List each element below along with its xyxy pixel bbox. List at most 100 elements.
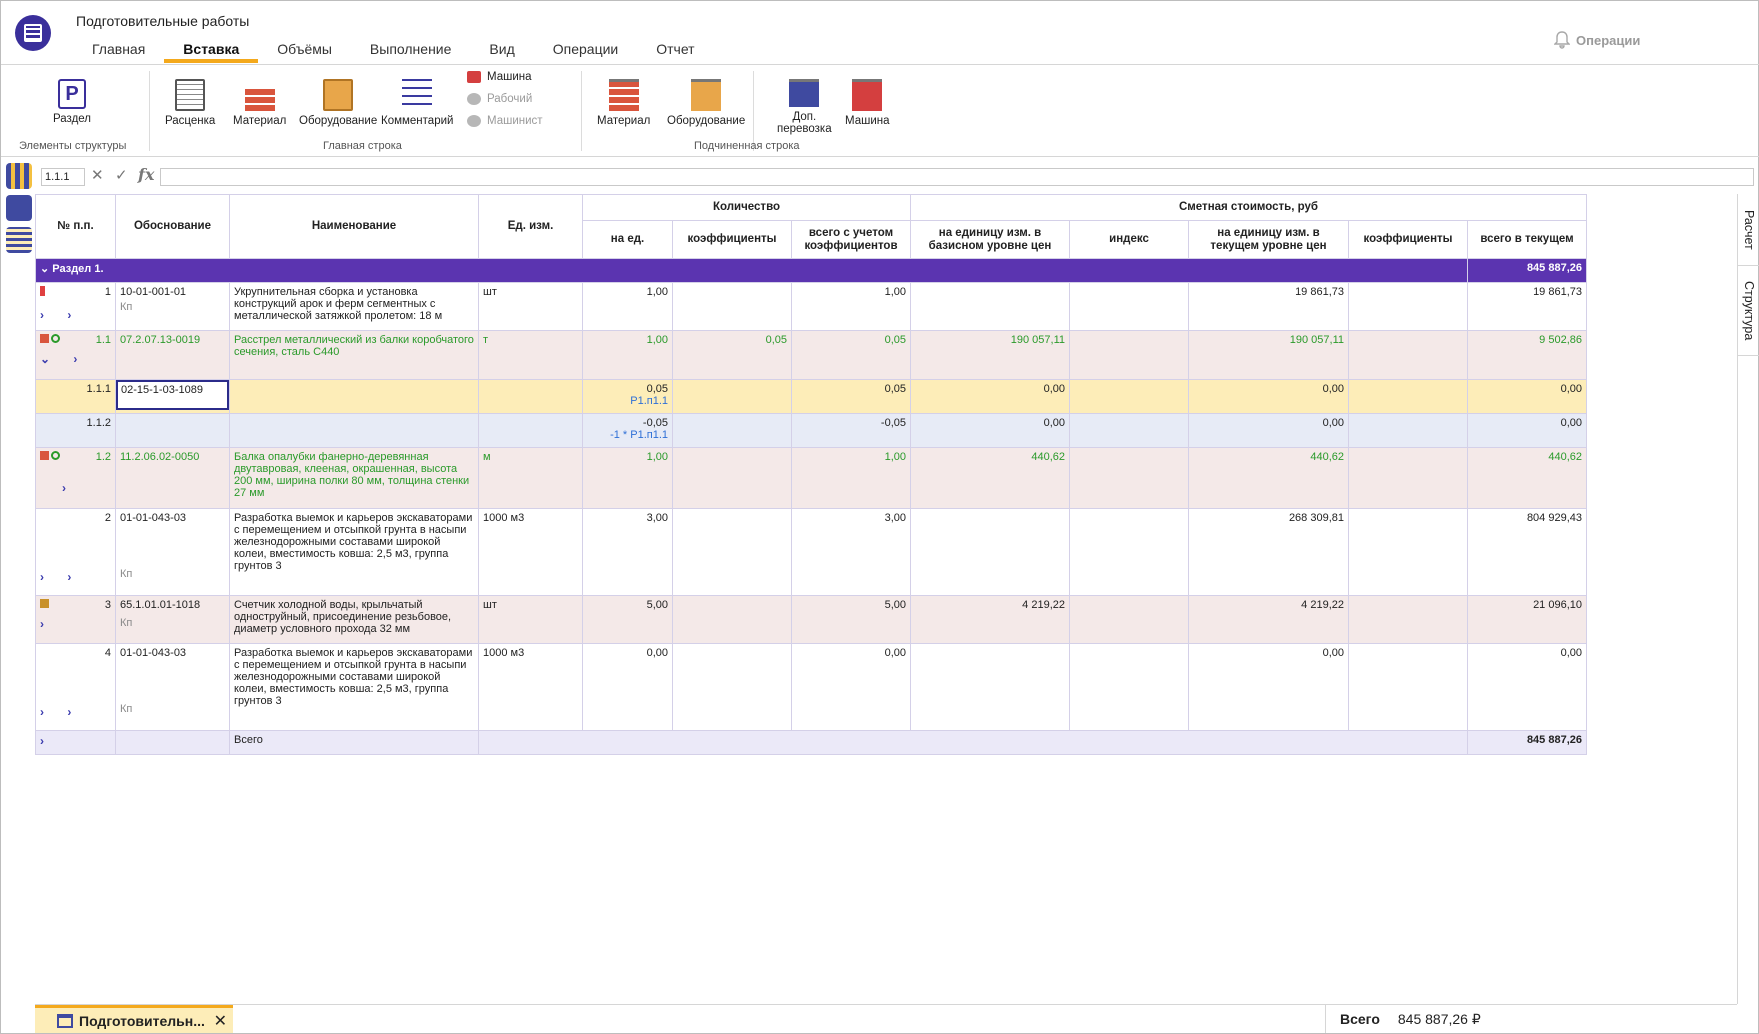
sub-mashina-button[interactable]: Машина — [845, 79, 890, 127]
tab-vstavka[interactable]: Вставка — [164, 39, 259, 63]
collapse-chevron-icon[interactable]: ⌄ — [40, 263, 50, 275]
kp-label: Кп — [120, 617, 133, 629]
col-header-current[interactable]: на единицу изм. в текущем уровне цен — [1188, 220, 1349, 259]
insert-mashinist-button[interactable]: Машинист — [467, 115, 543, 127]
formula-input[interactable] — [160, 168, 1754, 186]
expand-chevron-icon[interactable]: › — [62, 481, 76, 495]
cell-reference-input[interactable]: 1.1.1 — [41, 168, 85, 186]
tab-operacii[interactable]: Операции — [552, 41, 619, 57]
expand-chevron-icon[interactable]: › › — [40, 570, 82, 584]
row-current: 0,00 — [1188, 413, 1349, 448]
col-header-index[interactable]: индекс — [1069, 220, 1189, 259]
row-total: 21 096,10 — [1467, 595, 1587, 644]
tab-otchet[interactable]: Отчет — [656, 41, 695, 57]
row-base: 0,00 — [910, 379, 1070, 414]
row-qty-formula[interactable]: Р1.п1.1 — [630, 395, 668, 407]
app-logo[interactable] — [15, 15, 51, 51]
col-header-qty-koef[interactable]: коэффициенты — [672, 220, 792, 259]
estimate-table: № п.п. Обоснование Наименование Ед. изм.… — [35, 194, 1587, 755]
document-tab[interactable]: Подготовительн... ✕ — [35, 1005, 233, 1033]
side-tab-struktura[interactable]: Структура — [1738, 266, 1759, 356]
table-row[interactable]: 3 › 65.1.01.01-1018 Кп Счетчик холодной во… — [35, 595, 1587, 644]
table-row[interactable]: 1 › › 10-01-001-01 Кп Укрупнительная сборк… — [35, 282, 1587, 331]
insert-material-button[interactable]: Материал — [233, 79, 286, 127]
tab-obyomy[interactable]: Объёмы — [277, 41, 332, 57]
expand-chevron-icon[interactable]: › › — [40, 705, 82, 719]
truck-plus-icon — [852, 79, 883, 111]
row-obosn: 65.1.01.01-1018 — [120, 599, 201, 611]
cancel-edit-icon[interactable]: ✕ — [91, 167, 104, 184]
row-total: 440,62 — [1467, 447, 1587, 509]
section-label: Раздел 1. — [52, 263, 104, 275]
col-header-unit[interactable]: Ед. изм. — [478, 194, 583, 259]
group-label-sub: Подчиненная строка — [694, 140, 800, 152]
row-unit — [478, 379, 583, 414]
col-header-base[interactable]: на единицу изм. в базисном уровне цен — [910, 220, 1070, 259]
table-row[interactable]: 1.2 › 11.2.06.02-0050 Балка опалубки фане… — [35, 447, 1587, 509]
side-tab-raschet[interactable]: Расчет — [1738, 194, 1759, 266]
sub-material-button[interactable]: Материал — [597, 79, 650, 127]
row-cost-koef — [1348, 379, 1468, 414]
tab-vid[interactable]: Вид — [489, 41, 515, 57]
row-obosn: 07.2.07.13-0019 — [115, 330, 230, 380]
col-header-num[interactable]: № п.п. — [35, 194, 116, 259]
insert-razdel-button[interactable]: Р Раздел — [53, 79, 91, 125]
row-num: 4 — [104, 647, 111, 659]
table-view-icon[interactable] — [6, 227, 32, 253]
box-plus-icon — [691, 79, 722, 111]
section-row[interactable]: ⌄ Раздел 1. 845 887,26 — [35, 258, 1587, 283]
link-icon — [51, 451, 60, 460]
row-name: Балка опалубки фанерно-деревянная двутав… — [229, 447, 479, 509]
row-qty-total: 0,05 — [791, 330, 911, 380]
expand-chevron-icon[interactable]: › — [40, 734, 54, 748]
operations-button[interactable]: Операции — [1554, 31, 1640, 49]
row-index — [1069, 447, 1189, 509]
insert-rabochiy-button[interactable]: Рабочий — [467, 93, 532, 105]
row-qty-koef — [672, 595, 792, 644]
confirm-edit-icon[interactable]: ✓ — [115, 167, 128, 184]
row-qty: 5,00 — [582, 595, 673, 644]
obosn-edit-input[interactable]: 02-15-1-03-1089 — [116, 380, 229, 410]
col-header-qty-total[interactable]: всего с учетом коэффициентов — [791, 220, 911, 259]
insert-rascenka-button[interactable]: Расценка — [165, 79, 215, 127]
table-row[interactable]: 2 › › 01-01-043-03 Кп Разработка выемок и … — [35, 508, 1587, 596]
col-header-cost-koef[interactable]: коэффициенты — [1348, 220, 1468, 259]
sub-oborudovanie-button[interactable]: Оборудование — [667, 79, 745, 127]
function-icon[interactable]: fx — [138, 165, 155, 184]
row-name — [229, 413, 479, 448]
comment-label: Комментарий — [381, 115, 454, 127]
insert-mashina-small-button[interactable]: Машина — [467, 71, 532, 83]
footer-divider — [35, 1004, 1737, 1005]
tab-vypolnenie[interactable]: Выполнение — [369, 41, 452, 57]
expand-chevron-icon[interactable]: ⌄ › — [40, 352, 88, 366]
expand-chevron-icon[interactable]: › — [40, 617, 54, 631]
insert-oborudovanie-button[interactable]: Оборудование — [299, 79, 377, 127]
tab-glavnaya[interactable]: Главная — [92, 41, 146, 57]
warning-icon — [40, 451, 49, 460]
col-header-total-current[interactable]: всего в текущем — [1467, 220, 1587, 259]
sub-dop-perevozka-button[interactable]: Доп. перевозка — [777, 79, 832, 135]
worker-icon — [467, 93, 481, 105]
table-row[interactable]: 4 › › 01-01-043-03 Кп Разработка выемок и … — [35, 643, 1587, 731]
briefcase-icon[interactable] — [6, 195, 32, 221]
row-name: Разработка выемок и карьеров экскаватора… — [229, 643, 479, 731]
total-row[interactable]: › Всего 845 887,26 — [35, 730, 1587, 755]
row-qty-formula[interactable]: -1 * Р1.п1.1 — [610, 429, 668, 441]
expand-chevron-icon[interactable]: › › — [40, 308, 82, 322]
col-header-obosn[interactable]: Обоснование — [115, 194, 230, 259]
mashinist-label: Машинист — [487, 115, 543, 127]
col-header-name[interactable]: Наименование — [229, 194, 479, 259]
row-current: 4 219,22 — [1188, 595, 1349, 644]
row-current: 0,00 — [1188, 643, 1349, 731]
row-unit: шт — [478, 282, 583, 331]
row-qty-koef — [672, 447, 792, 509]
sub-oborud-label: Оборудование — [667, 115, 746, 127]
row-unit: 1000 м3 — [478, 643, 583, 731]
close-icon[interactable]: ✕ — [213, 1012, 227, 1030]
table-row[interactable]: 1.1 ⌄ › 07.2.07.13-0019 Расстрел металлич… — [35, 330, 1587, 380]
table-row[interactable]: 1.1.2 -0,05 -1 * Р1.п1.1 -0,05 0,00 0,00 … — [35, 413, 1587, 448]
columns-icon[interactable] — [6, 163, 32, 189]
table-row[interactable]: 1.1.1 02-15-1-03-1089 0,05 Р1.п1.1 0,05 0… — [35, 379, 1587, 414]
col-header-qty-per[interactable]: на ед. — [582, 220, 673, 259]
insert-comment-button[interactable]: Комментарий — [381, 79, 453, 127]
